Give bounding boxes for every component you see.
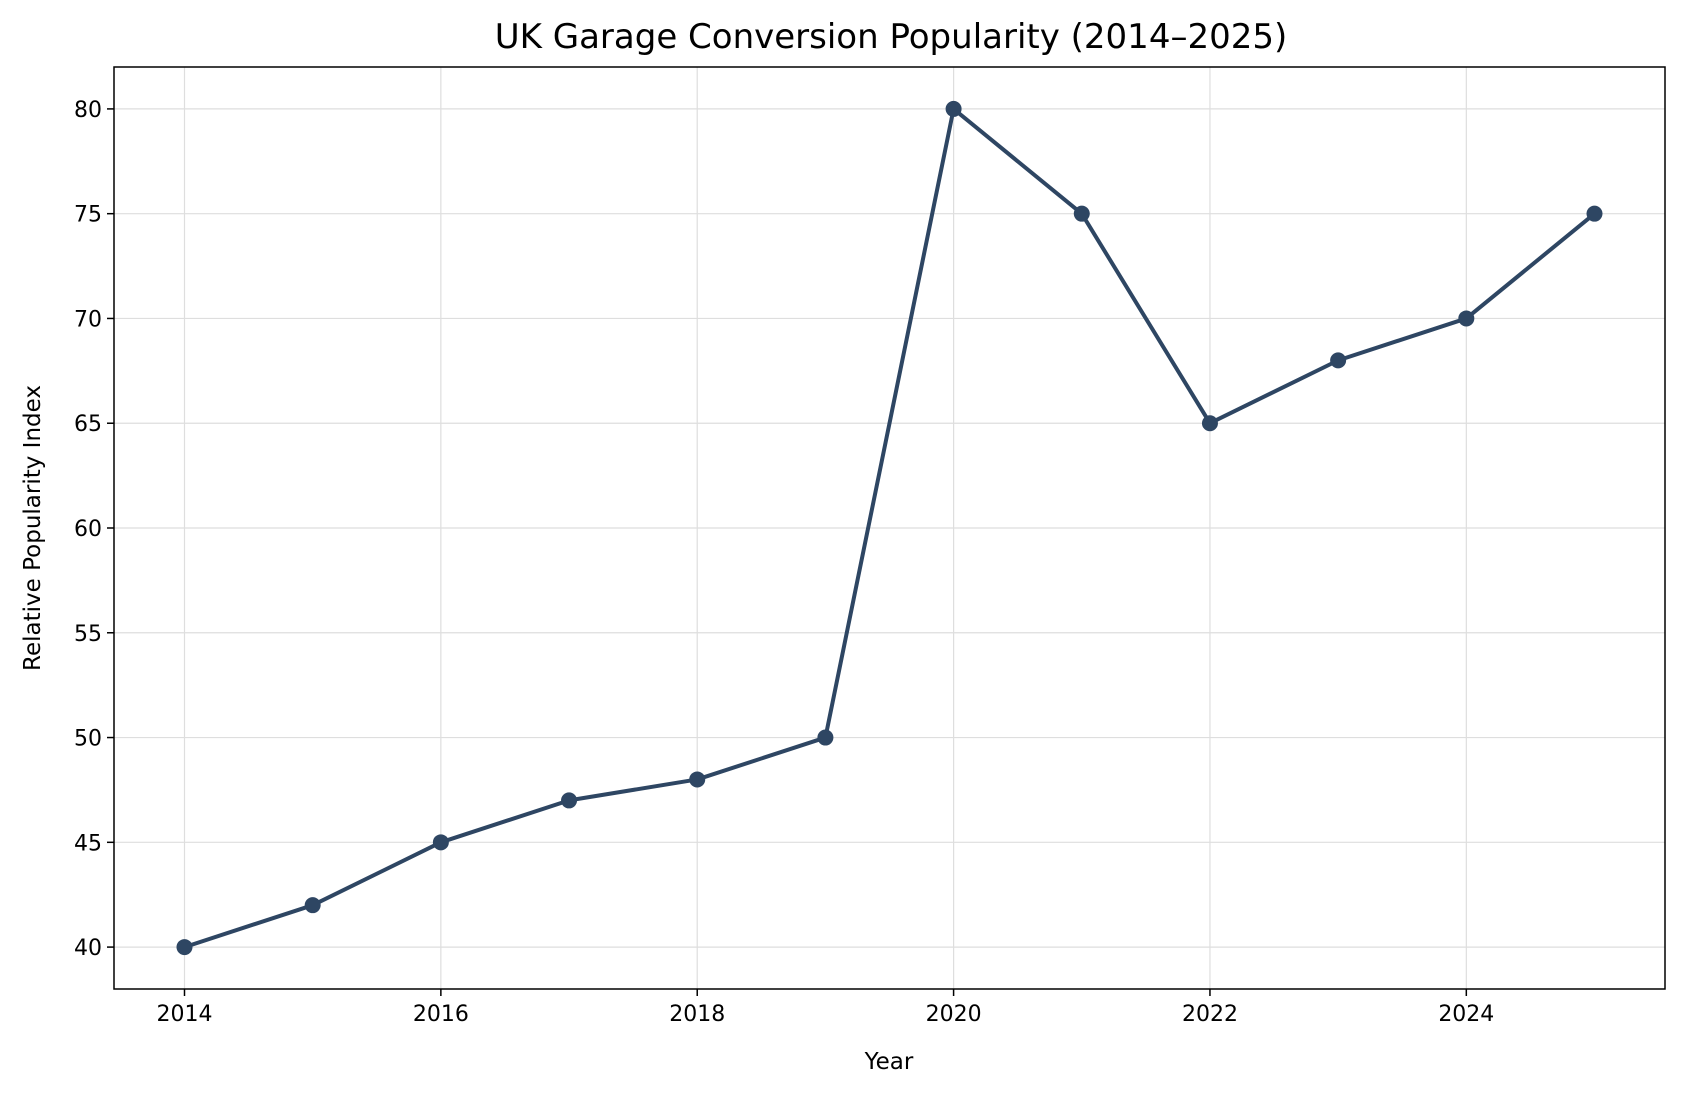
y-tick-label: 75 (74, 203, 102, 228)
x-tick-label: 2018 (669, 1002, 725, 1027)
y-tick-label: 60 (74, 517, 102, 542)
series (176, 100, 1603, 956)
grid (114, 67, 1665, 989)
data-point (1073, 205, 1090, 222)
axis-ticks: 2014 2016 2018 2020 2022 2024 40 45 50 55 60 65 70 75… (74, 98, 1494, 1027)
data-point (689, 771, 706, 788)
data-point (304, 897, 321, 914)
data-point (945, 100, 962, 117)
data-point (1458, 310, 1475, 327)
series-line (183, 106, 1596, 949)
data-point (1586, 205, 1603, 222)
data-point (176, 939, 193, 956)
data-point (817, 729, 834, 746)
y-tick-label: 70 (74, 307, 102, 332)
y-tick-label: 65 (74, 412, 102, 437)
x-tick-label: 2022 (1182, 1002, 1238, 1027)
x-axis-label: Year (864, 1049, 914, 1075)
data-point (1201, 415, 1218, 432)
x-tick-label: 2014 (157, 1002, 213, 1027)
y-tick-label: 80 (74, 98, 102, 123)
y-tick-label: 50 (74, 727, 102, 752)
y-tick-label: 55 (74, 622, 102, 647)
y-tick-label: 40 (74, 936, 102, 961)
data-point (1330, 352, 1347, 369)
x-tick-label: 2024 (1438, 1002, 1494, 1027)
data-point (561, 792, 578, 809)
x-tick-label: 2016 (413, 1002, 469, 1027)
x-tick-label: 2020 (926, 1002, 982, 1027)
chart-title: UK Garage Conversion Popularity (2014–20… (495, 17, 1288, 57)
y-axis-label: Relative Popularity Index (20, 385, 46, 671)
y-tick-label: 45 (74, 831, 102, 856)
data-point (432, 834, 449, 851)
